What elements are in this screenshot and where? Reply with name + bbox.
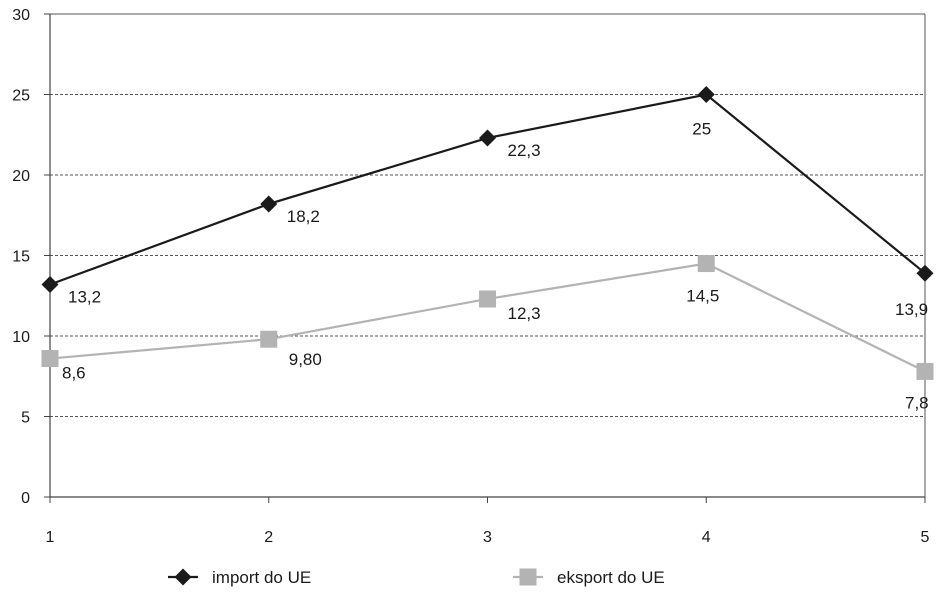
- y-tick-label: 20: [12, 168, 30, 185]
- series-line-export: [49, 262, 926, 373]
- x-tick-label: 4: [702, 529, 711, 546]
- x-tick-label: 2: [264, 529, 273, 546]
- data-label: 13,2: [68, 287, 101, 306]
- data-label: 25: [692, 120, 711, 139]
- data-label: 7,8: [905, 393, 929, 412]
- data-label: 14,5: [686, 287, 719, 306]
- y-tick-label: 10: [12, 329, 30, 346]
- diamond-marker: [479, 129, 496, 147]
- data-label: 18,2: [287, 207, 320, 226]
- square-marker: [260, 330, 278, 348]
- legend-label: import do UE: [212, 568, 311, 587]
- square-marker: [41, 350, 59, 368]
- diamond-marker: [916, 264, 934, 282]
- square-marker: [479, 290, 496, 308]
- data-label: 12,3: [508, 304, 541, 323]
- y-axis-ticks: 0 5 10 15 20 25 30: [12, 7, 50, 507]
- y-tick-label: 0: [21, 490, 30, 507]
- square-marker: [916, 362, 934, 380]
- x-axis-ticks: 1 2 3 4 5: [46, 497, 930, 546]
- x-tick-label: 1: [46, 529, 55, 546]
- x-tick-label: 5: [921, 529, 930, 546]
- diamond-marker: [260, 195, 278, 213]
- diamond-marker: [697, 86, 715, 103]
- y-tick-label: 30: [12, 7, 30, 24]
- legend-label: eksport do UE: [557, 568, 665, 587]
- y-tick-label: 25: [12, 88, 30, 105]
- y-tick-label: 5: [21, 410, 30, 427]
- grid-lines: [50, 13, 925, 417]
- legend: import do UE eksport do UE: [168, 568, 665, 587]
- y-tick-label: 15: [12, 249, 30, 266]
- data-label: 22,3: [508, 141, 541, 160]
- series-markers: [41, 86, 934, 380]
- data-label: 9,80: [289, 350, 322, 369]
- data-labels: 13,2 18,2 22,3 25 13,9 8,6 9,80 12,3 14,5 7,8: [62, 120, 929, 413]
- diamond-marker: [41, 275, 59, 293]
- data-label: 13,9: [895, 300, 928, 319]
- data-label: 8,6: [62, 364, 86, 383]
- square-marker: [519, 568, 537, 586]
- x-tick-label: 3: [483, 529, 492, 546]
- diamond-marker: [174, 568, 192, 586]
- square-marker: [697, 255, 715, 273]
